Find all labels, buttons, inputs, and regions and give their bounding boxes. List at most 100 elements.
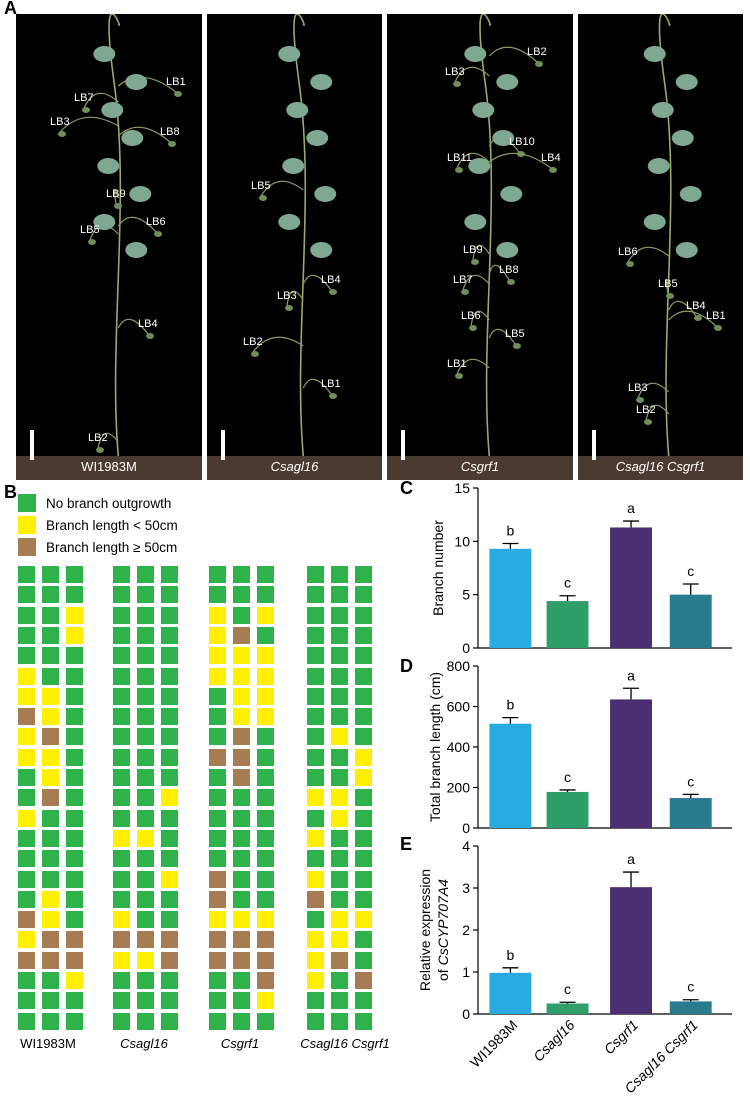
y-tick-label: 5 <box>462 587 470 603</box>
branch-cell <box>161 748 178 766</box>
branch-cell <box>113 951 130 969</box>
branch-cell <box>307 850 324 868</box>
branch-cell <box>18 951 35 969</box>
branch-label: LB4 <box>138 318 158 330</box>
x-tick-label: Csagl16 <box>530 1017 578 1065</box>
branch-cell <box>209 890 226 908</box>
branch-cell <box>307 606 324 624</box>
branch-cell <box>307 870 324 888</box>
branch-cell <box>209 809 226 827</box>
branch-cell <box>18 586 35 604</box>
branch-cell <box>331 728 348 746</box>
branch-label: LB1 <box>321 378 341 390</box>
branch-cell <box>355 992 372 1010</box>
branch-cell <box>113 667 130 685</box>
branch-cell <box>42 789 59 807</box>
y-tick-label: 400 <box>447 739 471 755</box>
branch-label: LB2 <box>636 404 656 416</box>
bar <box>546 601 589 648</box>
legend-label: No branch outgrowth <box>46 495 172 511</box>
scale-bar <box>221 430 225 460</box>
branch-cell <box>42 809 59 827</box>
branch-cell <box>209 870 226 888</box>
branch-cell <box>161 626 178 644</box>
branch-cell <box>233 972 250 989</box>
branch-cell <box>42 951 59 969</box>
branch-label: LB6 <box>461 310 481 322</box>
legend-item-short-branch: Branch length < 50cm <box>18 514 178 536</box>
branch-cell <box>331 748 348 766</box>
branch-cell <box>355 809 372 827</box>
branch-cell <box>66 789 83 807</box>
branch-cell <box>209 931 226 949</box>
significance-letter: b <box>506 947 514 963</box>
branch-cell <box>209 606 226 624</box>
branch-cell <box>42 870 59 888</box>
branch-cell <box>66 911 83 929</box>
branch-cell <box>257 992 274 1010</box>
branch-cell <box>42 687 59 705</box>
branch-cell <box>113 626 130 644</box>
branch-cell <box>137 586 154 604</box>
branch-cell <box>233 992 250 1010</box>
branch-cell <box>113 870 130 888</box>
branch-label: LB4 <box>321 274 341 286</box>
photo-caption: WI1983M <box>81 459 137 474</box>
branch-cell <box>257 748 274 766</box>
branch-cell <box>257 972 274 989</box>
branch-cell <box>257 911 274 929</box>
branch-cell <box>42 769 59 786</box>
branch-cell <box>66 708 83 726</box>
scale-bar <box>30 430 34 460</box>
branch-cell <box>113 647 130 665</box>
branch-cell <box>209 667 226 685</box>
legend-swatch-yellow <box>18 516 36 534</box>
branch-cell <box>257 931 274 949</box>
branch-cell <box>257 626 274 644</box>
branch-cell <box>137 606 154 624</box>
significance-letter: b <box>506 522 514 538</box>
branch-cell <box>209 992 226 1010</box>
panel-letter-b: B <box>4 482 17 502</box>
branch-cell <box>257 890 274 908</box>
branch-cell <box>209 687 226 705</box>
branch-cell <box>137 911 154 929</box>
branch-cell <box>161 1012 178 1030</box>
branch-cell <box>113 809 130 827</box>
branch-cell <box>137 687 154 705</box>
branch-cell <box>137 870 154 888</box>
panel-letter-a: A <box>4 0 17 18</box>
branch-cell <box>307 769 324 786</box>
branch-cell <box>331 647 348 665</box>
branch-cell <box>113 829 130 847</box>
branch-cell <box>331 890 348 908</box>
branch-cell <box>233 606 250 624</box>
legend-item-no-branch: No branch outgrowth <box>18 492 171 514</box>
branch-cell <box>331 972 348 989</box>
branch-cell <box>66 626 83 644</box>
branch-cell <box>18 626 35 644</box>
branch-cell <box>42 586 59 604</box>
branch-cell <box>113 789 130 807</box>
branch-cell <box>307 890 324 908</box>
plant-photo-1: LB1 LB7 LB3 LB8 LB9 LB6 LB5 LB4 LB2 WI1983M <box>16 14 202 480</box>
branch-cell <box>161 667 178 685</box>
branch-cell <box>257 586 274 604</box>
branch-cell <box>355 647 372 665</box>
branch-cell <box>18 667 35 685</box>
branch-cell <box>18 1012 35 1030</box>
branch-cell <box>331 850 348 868</box>
branch-cell <box>137 850 154 868</box>
y-tick-label: 2 <box>462 922 470 938</box>
bar <box>610 887 652 1014</box>
branch-cell <box>209 626 226 644</box>
branch-cell <box>209 829 226 847</box>
branch-cell <box>209 728 226 746</box>
branch-cell <box>257 708 274 726</box>
branch-label: LB2 <box>527 46 547 58</box>
branch-cell <box>331 667 348 685</box>
branch-cell <box>307 951 324 969</box>
y-tick-label: 0 <box>462 640 470 656</box>
bar <box>489 972 532 1014</box>
